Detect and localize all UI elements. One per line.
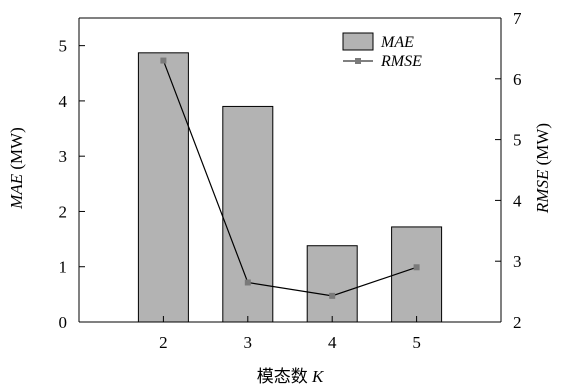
legend-swatch-mae [342, 32, 374, 51]
bar-mae-3 [222, 105, 274, 323]
y-tick-label-left-0: 0 [59, 313, 68, 332]
bar-mae-2 [137, 52, 189, 323]
y-tick-label-right-2: 2 [513, 313, 522, 332]
line-rmse [162, 60, 417, 297]
y-tick-label-right-3: 3 [513, 252, 522, 271]
y-tick-label-right-5: 5 [513, 131, 522, 150]
y-tick-label-left-2: 2 [59, 202, 68, 221]
y-tick-label-right-6: 6 [513, 70, 522, 89]
point-rmse-3 [244, 279, 251, 286]
legend-marker-rmse [355, 58, 361, 64]
x-tick-label-4: 4 [328, 333, 337, 352]
y-axis-left-title: MAE (MW) [7, 127, 26, 210]
y-tick-label-left-5: 5 [59, 37, 68, 56]
y-tick-label-left-3: 3 [59, 147, 68, 166]
bar-mae-5 [391, 226, 443, 323]
point-rmse-4 [329, 292, 336, 299]
point-rmse-5 [413, 264, 420, 271]
x-axis-title: 模态数 K [257, 367, 325, 386]
legend-label-rmse: RMSE [380, 53, 422, 70]
y-tick-label-right-7: 7 [513, 9, 522, 28]
legend-label-mae: MAE [380, 34, 414, 51]
y-tick-label-left-4: 4 [59, 92, 68, 111]
point-rmse-2 [160, 57, 167, 64]
y-axis-right-title: RMSE (MW) [533, 123, 552, 214]
x-tick-label-5: 5 [412, 333, 421, 352]
y-tick-label-left-1: 1 [59, 258, 68, 277]
x-tick-label-3: 3 [244, 333, 253, 352]
legend: MAE RMSE [342, 32, 422, 70]
bar-mae-4 [306, 245, 358, 323]
y-tick-label-right-4: 4 [513, 191, 522, 210]
x-tick-label-2: 2 [159, 333, 168, 352]
